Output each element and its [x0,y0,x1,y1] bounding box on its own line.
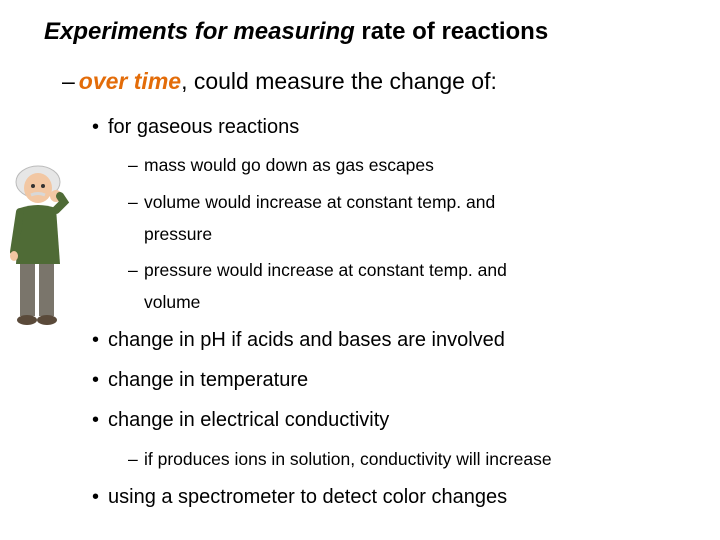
sub-item-ions: – if produces ions in solution, conductiv… [128,449,552,470]
sub-item-text: pressure [144,224,213,244]
sub-item-text: pressure would increase at constant temp… [144,260,507,280]
sub-item-mass: – mass would go down as gas escapes [128,155,434,176]
sub-item-pressure-cont: volume [144,292,200,313]
sub-item-text: volume [144,292,201,312]
level1-item: – over time, could measure the change of: [62,68,497,95]
dash-marker: – [128,192,138,212]
bullet-text: change in electrical conductivity [108,409,390,431]
bullet-item-gaseous: • for gaseous reactions [92,116,299,139]
sub-item-volume-cont: pressure [144,224,212,245]
bullet-marker: • [92,369,100,391]
bullet-text: using a spectrometer to detect color cha… [108,486,508,508]
bullet-item-temperature: • change in temperature [92,369,308,392]
slide-title: Experiments for measuring rate of reacti… [44,18,548,46]
slide-title-italic: Experiments for measuring [44,18,355,45]
bullet-item-spectrometer: • using a spectrometer to detect color ch… [92,486,507,509]
bullet-item-conductivity: • change in electrical conductivity [92,409,389,432]
bullet-marker: • [92,409,100,431]
bullet-text: change in temperature [108,369,309,391]
level1-rest: , could measure the change of: [181,68,497,94]
bullet-marker: • [92,116,100,138]
over-time-emphasis: over time [78,68,182,94]
dash-marker: – [128,260,138,280]
dash-marker: – [128,449,138,469]
bullet-text: for gaseous reactions [108,116,300,138]
sub-item-text: mass would go down as gas escapes [144,155,434,175]
thinking-scientist-figure-icon [10,165,70,325]
sub-item-text: if produces ions in solution, conductivi… [144,449,552,469]
sub-item-text: volume would increase at constant temp. … [144,192,496,212]
bullet-text: change in pH if acids and bases are invo… [108,329,505,351]
dash-marker: – [62,68,75,94]
slide-title-rest: rate of reactions [354,18,549,45]
bullet-item-ph: • change in pH if acids and bases are inv… [92,329,505,352]
bullet-marker: • [92,329,100,351]
sub-item-pressure: – pressure would increase at constant tem… [128,260,507,281]
sub-item-volume: – volume would increase at constant temp.… [128,192,495,213]
bullet-marker: • [92,486,100,508]
dash-marker: – [128,155,138,175]
